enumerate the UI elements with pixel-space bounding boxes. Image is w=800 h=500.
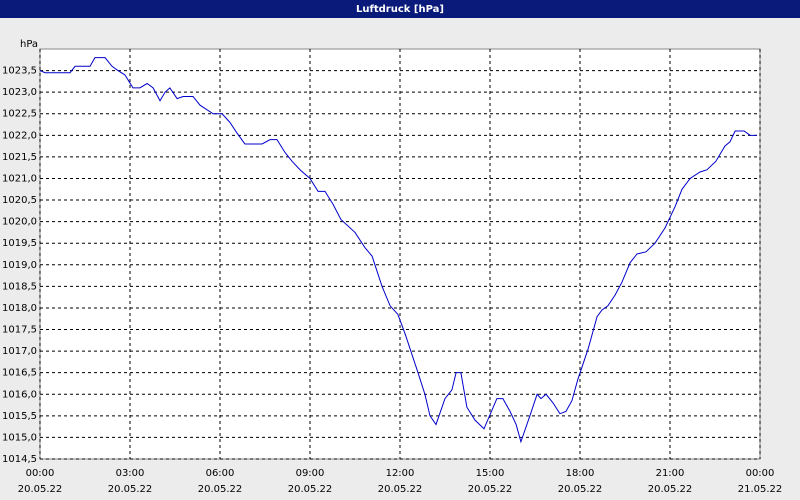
x-tick-label: 21:00	[656, 468, 685, 479]
y-tick-label: 1020,0	[2, 217, 37, 228]
x-tick-date: 20.05.22	[198, 484, 243, 495]
x-tick-date: 20.05.22	[108, 484, 153, 495]
y-tick-label: 1017,5	[2, 325, 37, 336]
y-tick-label: 1018,5	[2, 281, 37, 292]
x-tick-date: 20.05.22	[18, 484, 63, 495]
data-line	[39, 57, 757, 444]
x-tick-date: 20.05.22	[378, 484, 423, 495]
y-tick-label: 1023,0	[2, 87, 37, 98]
x-tick-date: 20.05.22	[648, 484, 693, 495]
y-tick-label: 1021,5	[2, 152, 37, 163]
y-tick-label: 1023,5	[2, 66, 37, 77]
y-tick-label: 1015,5	[2, 411, 37, 422]
x-tick-label: 12:00	[386, 468, 415, 479]
x-tick-label: 09:00	[296, 468, 325, 479]
title-bar	[0, 0, 800, 18]
y-tick-label: 1019,5	[2, 238, 37, 249]
y-tick-label: 1017,0	[2, 346, 37, 357]
y-tick-label: 1021,0	[2, 173, 37, 184]
x-tick-date: 20.05.22	[288, 484, 333, 495]
y-tick-label: 1020,5	[2, 195, 37, 206]
y-tick-label: 1022,5	[2, 109, 37, 120]
x-tick-label: 15:00	[476, 468, 505, 479]
x-tick-date: 20.05.22	[468, 484, 513, 495]
y-tick-label: 1018,0	[2, 303, 37, 314]
y-tick-label: 1014,5	[2, 454, 37, 465]
y-tick-label: 1019,0	[2, 260, 37, 271]
y-tick-label: 1016,5	[2, 368, 37, 379]
x-tick-label: 06:00	[206, 468, 235, 479]
y-tick-label: 1022,0	[2, 130, 37, 141]
x-tick-date: 21.05.22	[738, 484, 783, 495]
x-tick-label: 03:00	[116, 468, 145, 479]
x-tick-date: 20.05.22	[558, 484, 603, 495]
y-tick-label: 1016,0	[2, 389, 37, 400]
x-tick-label: 00:00	[26, 468, 55, 479]
y-axis-label: hPa	[20, 39, 38, 50]
y-tick-label: 1015,0	[2, 432, 37, 443]
x-tick-label: 00:00	[746, 468, 775, 479]
chart-title: Luftdruck [hPa]	[356, 4, 444, 15]
x-tick-label: 18:00	[566, 468, 595, 479]
